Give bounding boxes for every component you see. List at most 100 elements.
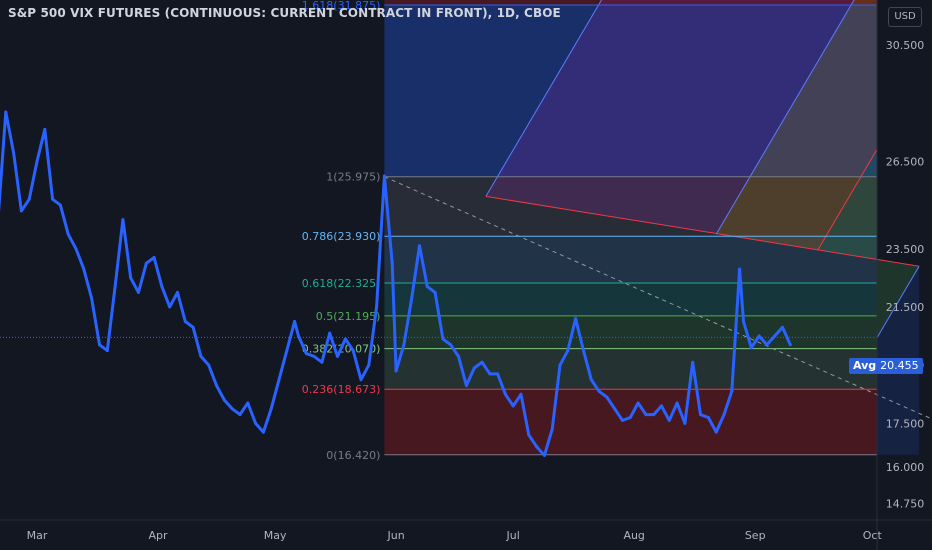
price-point <box>51 197 55 201</box>
price-point <box>550 427 554 431</box>
fib-level-label: 0.786(23.930) <box>302 230 381 243</box>
price-point <box>207 363 211 367</box>
price-point <box>215 384 218 387</box>
price-point <box>558 363 562 367</box>
pitchfork-outer-line <box>715 0 855 235</box>
price-point <box>714 430 718 434</box>
pitchfork-median-line <box>817 149 878 251</box>
fib-fill-band <box>384 389 877 455</box>
fib-fill-band <box>384 0 877 6</box>
x-tick-label: Jul <box>506 529 520 542</box>
price-point <box>160 285 164 289</box>
price-point <box>566 349 570 353</box>
fib-fill-band <box>384 176 877 237</box>
fib-level-label: 0.5(21.195) <box>316 310 381 323</box>
price-point <box>90 296 94 300</box>
price-point <box>4 110 8 114</box>
price-point <box>613 407 617 411</box>
avg-price-badge: Avg 20.455 <box>849 358 923 374</box>
price-point <box>336 354 339 358</box>
price-point <box>765 343 769 347</box>
x-tick-label: Sep <box>745 529 766 542</box>
fib-fill-group <box>384 0 877 455</box>
pitchfork-fill-mid-lower <box>817 149 920 338</box>
price-point <box>375 305 379 309</box>
price-point <box>230 407 234 411</box>
y-tick-label: 23.500 <box>886 243 925 256</box>
price-point <box>58 203 62 207</box>
x-tick-label: May <box>264 529 287 542</box>
y-tick-label: 17.500 <box>886 417 925 430</box>
series-group <box>0 110 792 457</box>
price-point <box>464 384 468 387</box>
pitchfork-outer-line <box>485 0 603 197</box>
price-point <box>628 416 632 419</box>
price-point <box>328 331 332 335</box>
price-point <box>246 401 250 405</box>
price-point <box>199 354 203 358</box>
price-point <box>472 366 476 370</box>
price-point <box>74 247 78 251</box>
price-point <box>706 416 710 419</box>
trend-line <box>384 176 932 420</box>
price-point <box>367 363 371 367</box>
price-point <box>35 159 39 163</box>
fib-line-group <box>384 4 877 456</box>
price-point <box>168 305 172 309</box>
price-point <box>176 290 179 294</box>
price-point <box>277 378 281 382</box>
avg-value: 20.455 <box>880 359 919 372</box>
pitchfork-handle <box>485 195 920 267</box>
price-point <box>261 430 265 434</box>
price-point <box>183 320 187 323</box>
price-point <box>390 261 394 265</box>
price-point <box>191 325 195 329</box>
price-point <box>351 349 355 353</box>
pitchfork-fill-upper <box>485 0 855 235</box>
fib-fill-band <box>384 236 877 283</box>
avg-label: Avg <box>853 359 877 372</box>
price-point <box>488 372 492 376</box>
price-point <box>636 401 640 405</box>
price-point <box>749 346 753 350</box>
price-point <box>254 421 258 425</box>
price-point <box>542 453 546 457</box>
price-point <box>773 334 777 338</box>
price-point <box>66 232 70 236</box>
fib-fill-band <box>384 282 877 316</box>
price-point <box>382 174 386 178</box>
x-tick-label: Oct <box>863 529 883 542</box>
price-line <box>0 110 792 457</box>
price-point <box>43 127 47 131</box>
fib-level-label: 1.618(31.875) <box>302 0 381 12</box>
price-point <box>457 354 460 358</box>
price-point <box>683 421 687 425</box>
price-point <box>527 433 531 437</box>
price-point <box>293 320 297 323</box>
x-axis[interactable]: Mar Apr May Jun Jul Aug Sep Oct <box>0 519 932 542</box>
price-point <box>644 413 648 417</box>
price-point <box>402 343 406 347</box>
price-point <box>730 389 734 393</box>
price-point <box>742 320 745 323</box>
price-point <box>425 285 429 289</box>
price-point <box>441 337 445 341</box>
fib-label-group: 2.618(41.430)1.618(31.875)1(25.975)0.786… <box>302 0 381 462</box>
price-point <box>238 413 242 417</box>
y-tick-label: 16.000 <box>886 461 925 474</box>
price-point <box>105 349 109 353</box>
y-tick-label: 14.750 <box>886 497 925 510</box>
price-point <box>304 352 308 355</box>
price-point <box>511 404 515 408</box>
currency-badge[interactable]: USD <box>888 7 922 27</box>
price-point <box>359 378 363 382</box>
x-tick-label: Aug <box>623 529 644 542</box>
fib-level-label: 0.618(22.325) <box>302 277 381 290</box>
price-point <box>781 325 784 329</box>
price-point <box>433 290 437 294</box>
price-point <box>297 334 300 338</box>
price-point <box>675 401 679 405</box>
price-point <box>152 256 156 259</box>
y-tick-label: 26.500 <box>886 155 925 168</box>
